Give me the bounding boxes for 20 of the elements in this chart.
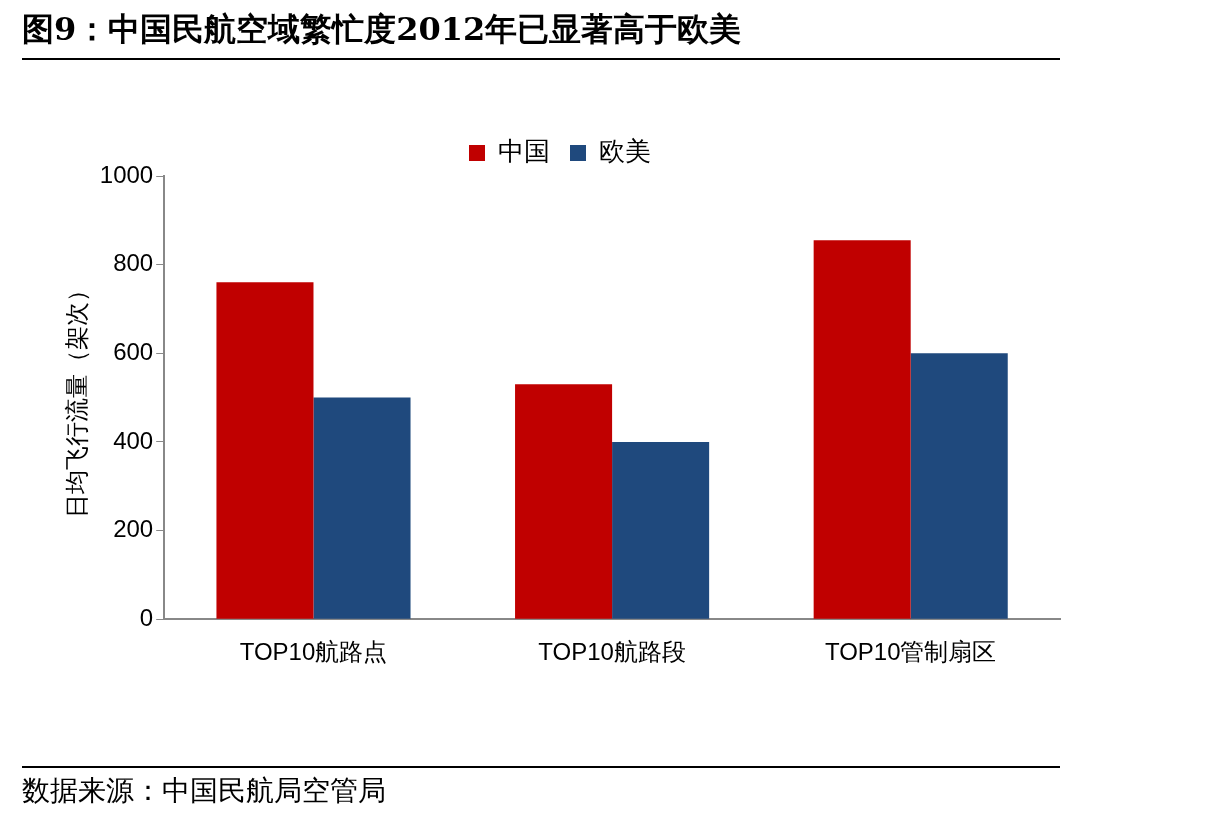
- x-tick-label: TOP10管制扇区: [824, 638, 997, 666]
- y-tick-label: 800: [113, 249, 154, 277]
- bar: [216, 282, 314, 619]
- bar: [910, 353, 1008, 619]
- source-note: 数据来源：中国民航局空管局: [22, 766, 1060, 810]
- x-tick-label: TOP10航路段: [538, 638, 686, 666]
- legend-label: 中国: [498, 135, 550, 166]
- y-tick-label: 0: [139, 603, 154, 631]
- bar: [813, 240, 911, 619]
- y-axis-title: 日均飞行流量（架次）: [62, 277, 91, 518]
- y-tick-label: 600: [113, 337, 154, 365]
- y-tick-label: 400: [113, 426, 154, 454]
- y-tick-label: 200: [113, 515, 154, 543]
- chart-title: 图9：中国民航空域繁忙度2012年已显著高于欧美: [22, 8, 1060, 60]
- bar: [313, 397, 411, 619]
- legend-label: 欧美: [599, 135, 651, 166]
- x-tick-label: TOP10航路点: [239, 638, 388, 666]
- bar: [515, 384, 613, 619]
- bar: [612, 441, 710, 619]
- y-tick-label: 1000: [99, 160, 154, 188]
